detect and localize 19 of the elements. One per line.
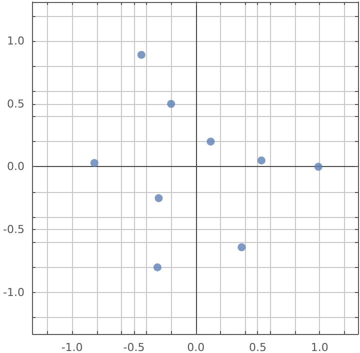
point (314, 162, 322, 171)
point (238, 243, 246, 252)
y-tick-label: 0.0 (6, 160, 24, 174)
y-tick-label: -1.0 (2, 286, 24, 299)
point (153, 263, 162, 272)
y-tick-label: 1.0 (6, 34, 24, 48)
text: -1.0 (61, 341, 83, 353)
y-tick-label: -0.5 (2, 223, 24, 236)
point (257, 156, 266, 164)
x-tick-label: 0.0 (187, 341, 205, 353)
x-tick-label: 1.0 (310, 341, 328, 353)
point (90, 158, 98, 167)
point (154, 194, 163, 202)
point (167, 100, 176, 108)
y-tick-label: 0.5 (6, 97, 24, 110)
point (137, 50, 146, 59)
x-tick-label: 0.5 (248, 341, 266, 353)
x-tick-label: -0.5 (123, 341, 145, 353)
point (206, 138, 215, 146)
